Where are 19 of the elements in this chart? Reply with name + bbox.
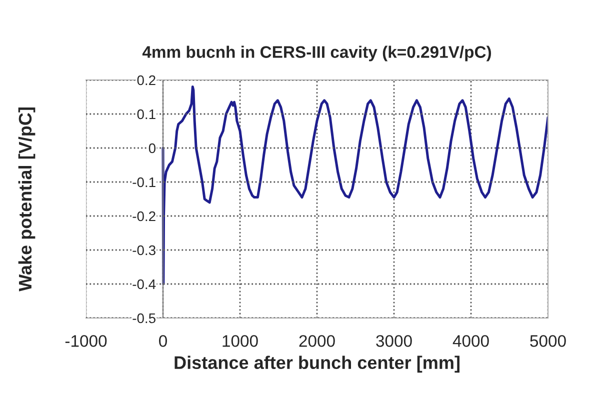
x-tick-label: 1000 bbox=[222, 335, 258, 347]
y-tick-label: -0.3 bbox=[132, 245, 156, 256]
y-tick-label: 0 bbox=[148, 143, 156, 154]
y-tick-label: -0.4 bbox=[132, 279, 156, 290]
x-tick-label: -1000 bbox=[65, 335, 107, 347]
x-tick-label: 3000 bbox=[376, 335, 412, 347]
y-tick-label: -0.1 bbox=[132, 177, 156, 188]
y-axis-title: Wake potential [V/pC] bbox=[18, 108, 36, 292]
x-axis-title: Distance after bunch center [mm] bbox=[174, 356, 460, 373]
x-tick-label: 0 bbox=[159, 335, 167, 347]
line-series bbox=[162, 86, 548, 286]
y-tick-label: 0.1 bbox=[137, 109, 156, 120]
chart-title: 4mm bucnh in CERS-III cavity (k=0.291V/pC) bbox=[142, 46, 491, 62]
y-tick-label: -0.2 bbox=[132, 211, 156, 222]
y-tick-label: -0.5 bbox=[132, 313, 156, 324]
y-tick-label: 0.2 bbox=[137, 75, 156, 86]
x-tick-label: 4000 bbox=[452, 335, 489, 347]
x-tick-label: 5000 bbox=[530, 335, 566, 347]
x-tick-label: 2000 bbox=[299, 335, 335, 347]
